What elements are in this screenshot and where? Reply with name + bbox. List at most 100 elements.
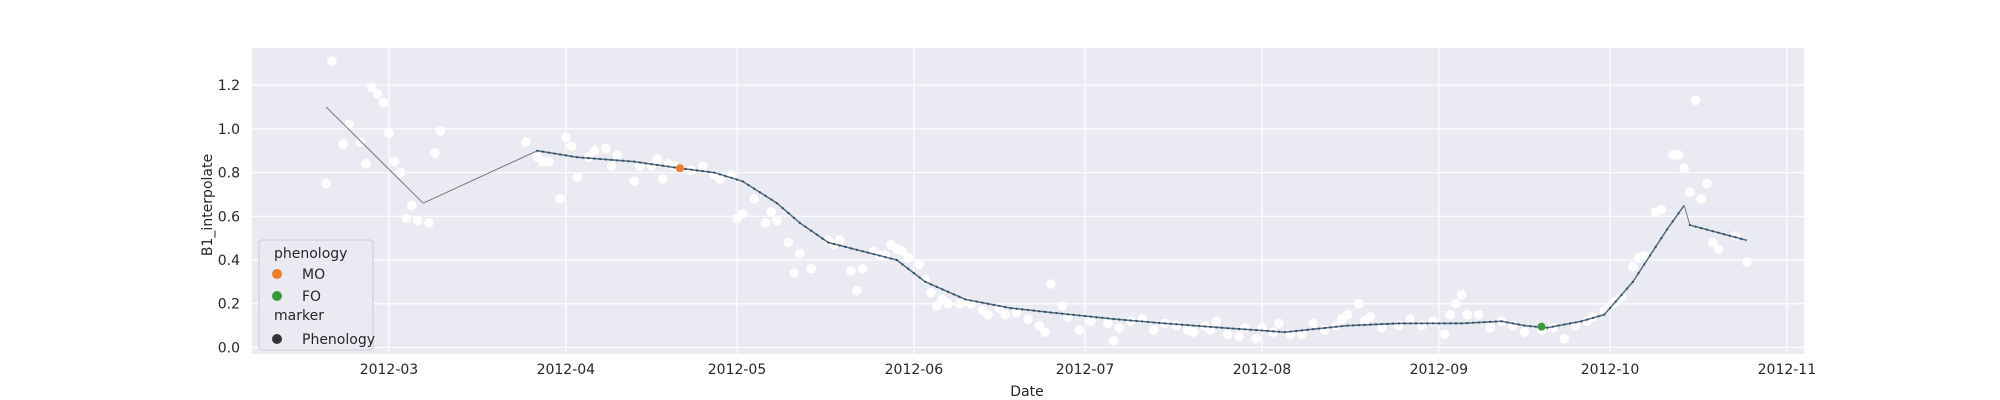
raw-point bbox=[1696, 194, 1707, 204]
line-marker bbox=[1534, 325, 1537, 328]
line-marker bbox=[952, 293, 955, 296]
raw-point bbox=[406, 200, 417, 211]
line-marker bbox=[656, 163, 659, 167]
line-marker bbox=[661, 164, 664, 167]
y-tick-labels: 0.0 0.2 0.4 0.6 0.8 1.0 1.2 bbox=[218, 78, 240, 356]
line-marker bbox=[1277, 330, 1281, 333]
line-marker bbox=[1489, 320, 1492, 323]
line-marker bbox=[1637, 272, 1640, 275]
line-marker bbox=[1066, 313, 1070, 316]
line-marker bbox=[650, 163, 653, 166]
raw-point bbox=[1074, 325, 1085, 335]
line-marker bbox=[1654, 245, 1657, 248]
raw-point bbox=[1702, 178, 1712, 189]
legend-mo-marker bbox=[272, 269, 282, 279]
line-marker bbox=[1392, 322, 1395, 325]
line-marker bbox=[598, 157, 602, 161]
x-tick-labels: 2012-03 2012-04 2012-05 2012-06 2012-07 2012-… bbox=[360, 362, 1816, 378]
line-marker bbox=[1557, 324, 1560, 327]
line-marker bbox=[1449, 322, 1452, 325]
line-marker bbox=[850, 247, 853, 250]
line-marker bbox=[1477, 321, 1480, 324]
raw-point bbox=[401, 213, 411, 224]
line-marker bbox=[616, 159, 619, 162]
line-marker bbox=[1072, 313, 1075, 316]
y-tick-label: 0.4 bbox=[218, 253, 240, 269]
line-marker bbox=[1232, 327, 1235, 330]
line-marker bbox=[1186, 324, 1189, 327]
raw-point bbox=[424, 218, 434, 228]
raw-point bbox=[834, 235, 845, 246]
line-marker bbox=[1238, 327, 1241, 331]
line-marker bbox=[924, 280, 927, 283]
line-marker bbox=[576, 156, 579, 159]
raw-point bbox=[920, 274, 931, 285]
line-marker bbox=[1220, 326, 1224, 329]
line-marker bbox=[1243, 328, 1246, 331]
raw-point bbox=[1376, 322, 1387, 333]
line-marker bbox=[684, 167, 687, 171]
raw-point bbox=[1297, 329, 1307, 340]
line-marker bbox=[690, 168, 693, 171]
line-marker bbox=[1352, 324, 1355, 327]
line-marker bbox=[1021, 308, 1024, 311]
line-marker bbox=[855, 248, 858, 251]
raw-point bbox=[629, 176, 640, 187]
raw-point bbox=[1639, 250, 1650, 261]
line-marker bbox=[1551, 325, 1555, 328]
raw-point bbox=[766, 207, 777, 217]
y-tick-label: 0.0 bbox=[218, 340, 240, 356]
line-marker bbox=[1289, 330, 1292, 333]
line-marker bbox=[724, 174, 727, 178]
raw-point bbox=[435, 126, 446, 136]
legend-phenology-marker bbox=[272, 334, 282, 344]
line-marker bbox=[1061, 312, 1064, 315]
line-marker bbox=[1443, 322, 1446, 325]
line-marker bbox=[1597, 315, 1600, 318]
line-marker bbox=[564, 154, 567, 157]
raw-point bbox=[561, 132, 571, 143]
raw-point bbox=[1103, 318, 1113, 329]
line-marker bbox=[1203, 325, 1206, 328]
line-marker bbox=[872, 253, 876, 256]
line-marker bbox=[1295, 329, 1298, 333]
line-marker bbox=[621, 159, 624, 162]
line-marker bbox=[1414, 322, 1418, 325]
line-marker bbox=[878, 254, 881, 257]
line-segment bbox=[1683, 205, 1691, 226]
line-marker bbox=[810, 229, 813, 232]
line-marker bbox=[644, 162, 647, 165]
line-marker bbox=[1215, 326, 1218, 329]
line-marker bbox=[1323, 326, 1326, 330]
x-tick-label: 2012-08 bbox=[1233, 362, 1292, 378]
line-marker bbox=[918, 276, 921, 279]
line-marker bbox=[667, 165, 670, 168]
line-marker bbox=[1083, 314, 1087, 318]
raw-point bbox=[1519, 327, 1530, 337]
raw-point bbox=[903, 253, 913, 263]
raw-point bbox=[1222, 329, 1233, 340]
raw-point bbox=[1707, 237, 1718, 248]
line-segment bbox=[1603, 281, 1634, 316]
phenology-point-fo bbox=[1537, 322, 1546, 331]
line-marker bbox=[730, 176, 733, 179]
line-marker bbox=[1523, 324, 1526, 327]
raw-point bbox=[1188, 327, 1199, 337]
line-marker bbox=[593, 157, 596, 160]
line-marker bbox=[1038, 310, 1041, 313]
line-marker bbox=[1306, 328, 1309, 331]
line-marker bbox=[1409, 322, 1412, 325]
line-marker bbox=[912, 272, 915, 275]
raw-point bbox=[1462, 309, 1473, 320]
line-marker bbox=[1500, 320, 1503, 323]
line-marker bbox=[770, 198, 773, 201]
line-marker bbox=[1660, 237, 1663, 240]
line-segment bbox=[1113, 318, 1166, 325]
line-marker bbox=[1728, 234, 1731, 237]
line-marker bbox=[1643, 263, 1646, 266]
raw-point bbox=[589, 145, 600, 156]
raw-point bbox=[1679, 163, 1689, 174]
line-marker bbox=[1466, 321, 1469, 325]
y-tick-label: 0.6 bbox=[218, 209, 240, 225]
line-segment bbox=[799, 222, 829, 244]
